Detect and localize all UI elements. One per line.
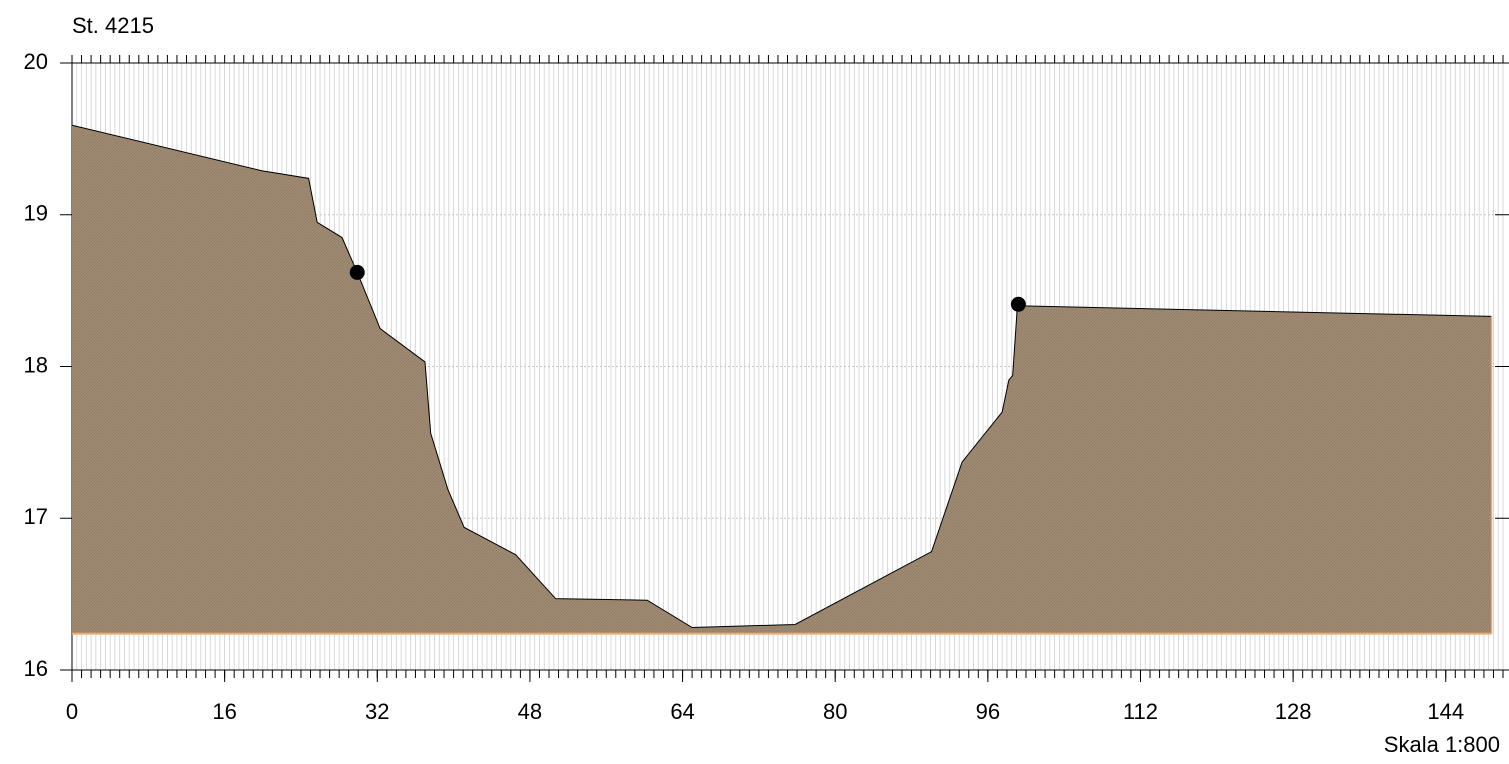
profile-line — [71, 124, 1492, 629]
y-tick-label: 17 — [24, 504, 48, 529]
y-tick-label: 20 — [24, 49, 48, 74]
x-tick-label: 32 — [365, 699, 389, 724]
x-tick-label: 80 — [823, 699, 847, 724]
x-tick-label: 0 — [66, 699, 78, 724]
x-tick-label: 144 — [1427, 699, 1464, 724]
marker — [1010, 296, 1026, 312]
scale-label: Skala 1:800 — [1384, 732, 1500, 757]
x-tick-label: 128 — [1275, 699, 1312, 724]
x-tick-label: 16 — [212, 699, 236, 724]
x-tick-label: 64 — [670, 699, 694, 724]
chart-title: St. 4215 — [72, 13, 154, 38]
y-tick-label: 19 — [24, 201, 48, 226]
x-tick-label: 96 — [976, 699, 1000, 724]
y-tick-label: 16 — [24, 656, 48, 681]
x-tick-label: 112 — [1123, 699, 1158, 724]
y-tick-label: 18 — [24, 352, 48, 377]
area-fill — [72, 125, 1492, 634]
marker — [349, 264, 365, 280]
x-tick-label: 48 — [518, 699, 542, 724]
